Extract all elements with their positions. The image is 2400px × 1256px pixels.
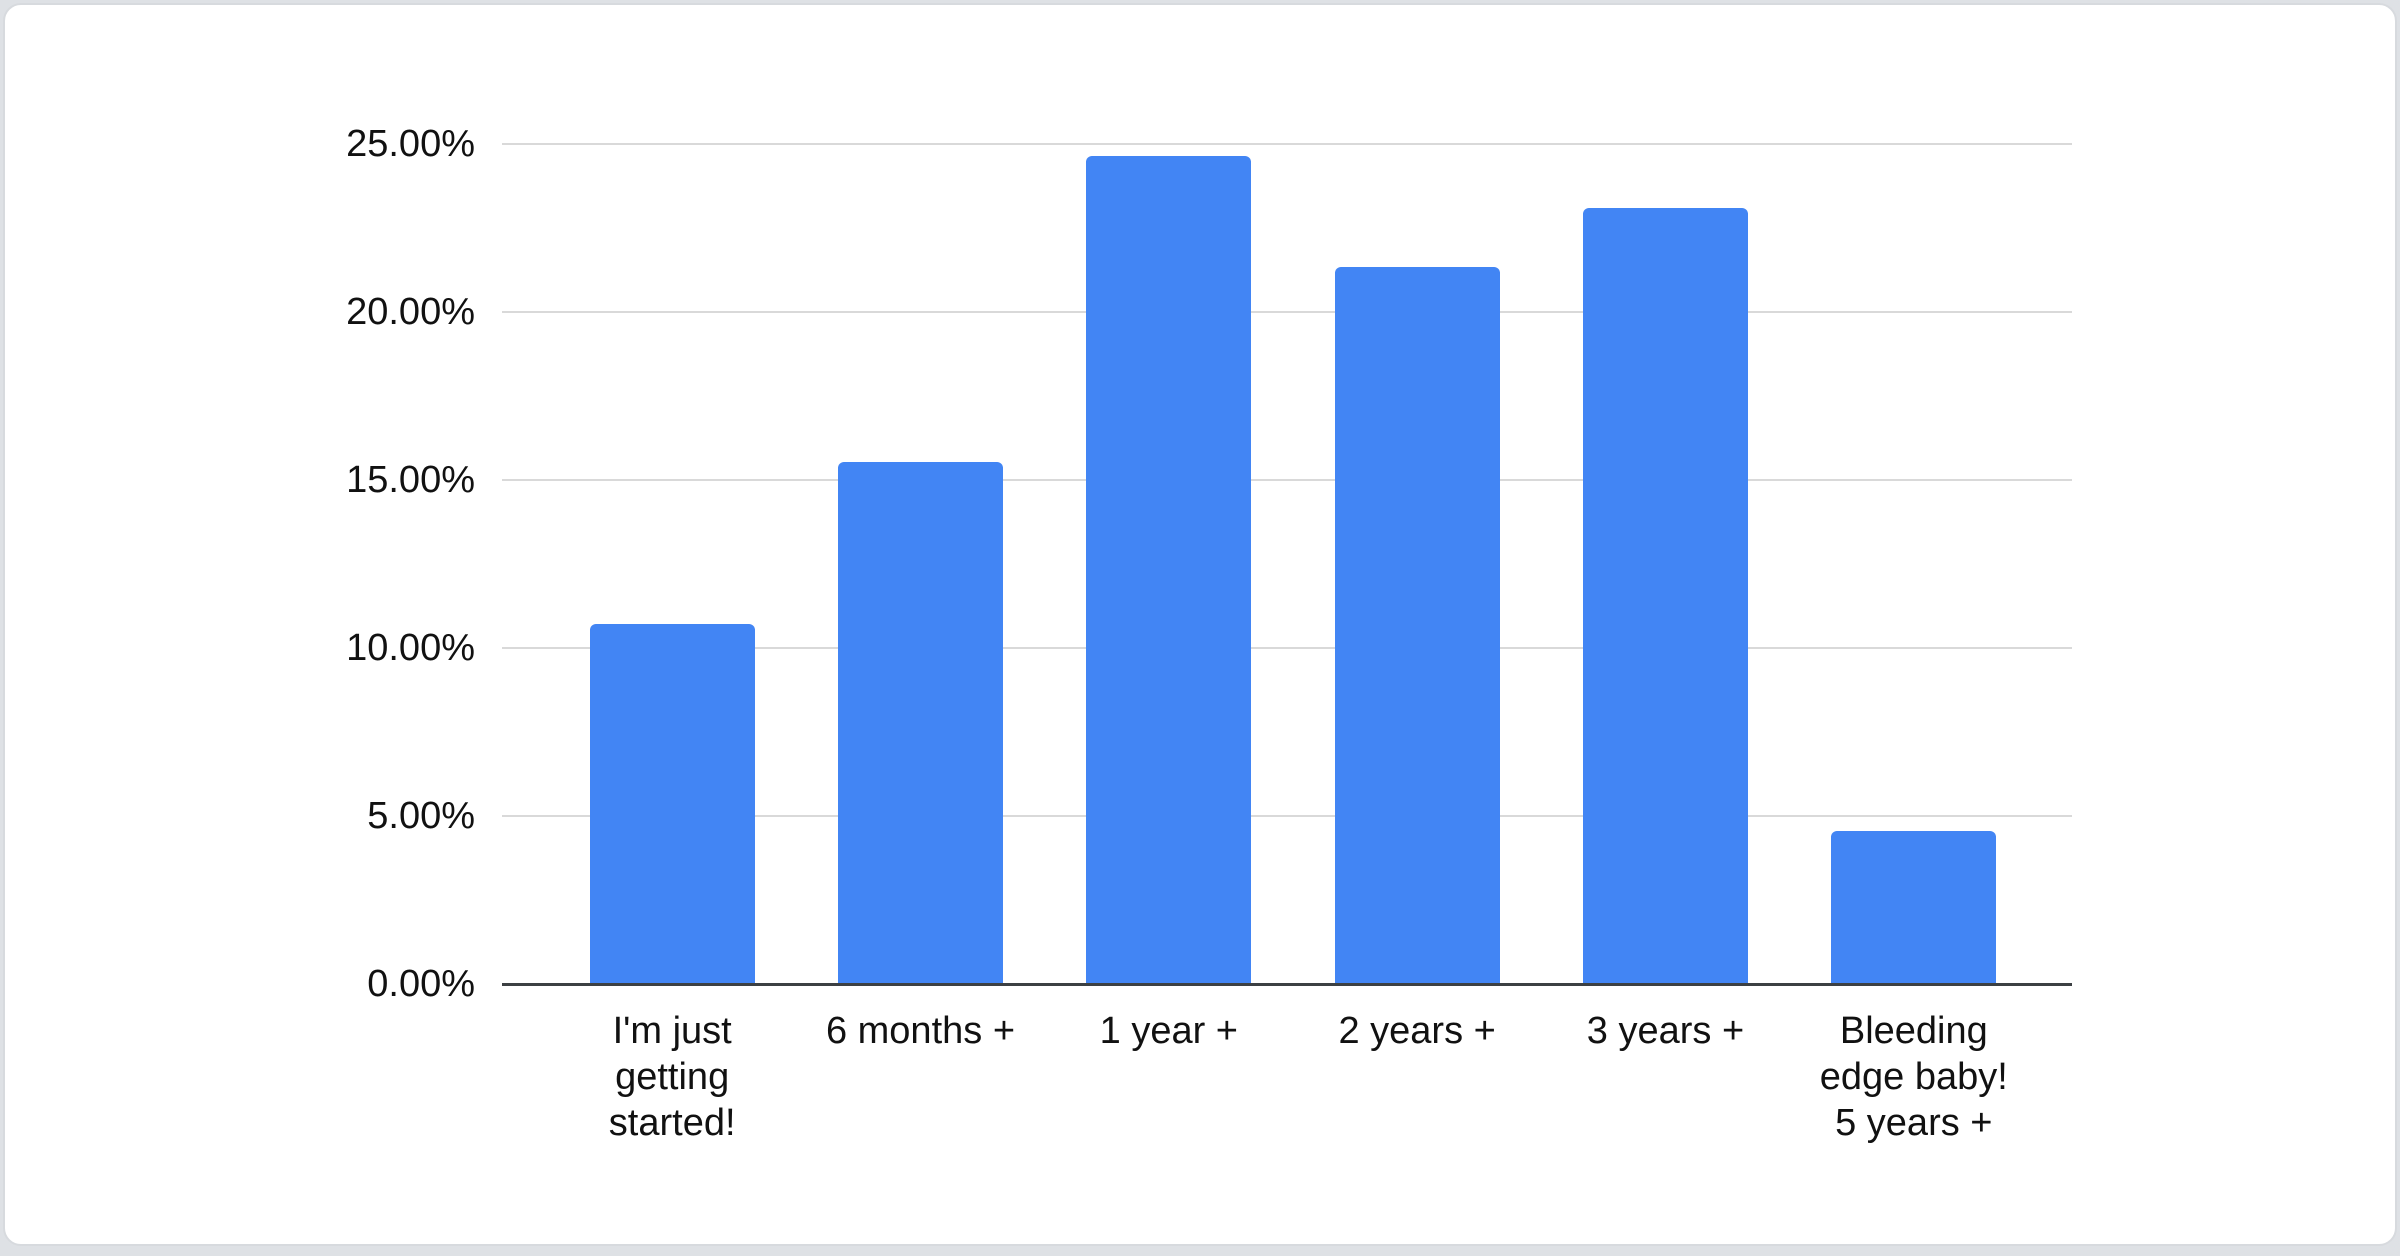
x-axis-category-label-line: edge baby! xyxy=(1819,1056,2008,1098)
bar-chart: 0.00% 5.00% 10.00% 15.00% 20.00% 25.00% I'm ju… xyxy=(5,5,2395,1244)
bar-slot xyxy=(1293,144,1541,984)
x-axis-category-label-2: 6 months + xyxy=(796,1008,1044,1054)
gridline xyxy=(502,479,2072,481)
y-axis-tick-label: 0.00% xyxy=(367,963,475,1005)
bar-2 xyxy=(837,461,1003,984)
bar-1 xyxy=(589,624,755,984)
x-axis-category-label-line: Bleeding xyxy=(1839,1010,1988,1052)
x-axis-category-label-line: 1 year + xyxy=(1099,1010,1238,1052)
x-axis-category-label-1: I'm just getting started! xyxy=(548,1008,796,1146)
x-axis-category-label-3: 1 year + xyxy=(1045,1008,1293,1054)
x-axis-category-label-4: 2 years + xyxy=(1293,1008,1541,1054)
gridline xyxy=(502,143,2072,145)
y-axis-tick-label: 25.00% xyxy=(346,123,475,165)
x-axis-category-label-line: started! xyxy=(608,1102,736,1144)
x-axis-category-label-line: 2 years + xyxy=(1338,1010,1496,1052)
bar-slot xyxy=(1541,144,1789,984)
gridline xyxy=(502,815,2072,817)
x-axis-category-label-line: 6 months + xyxy=(825,1010,1016,1052)
x-axis-category-label-5: 3 years + xyxy=(1541,1008,1789,1054)
y-axis-tick-label: 15.00% xyxy=(346,459,475,501)
gridline xyxy=(502,311,2072,313)
chart-card: 0.00% 5.00% 10.00% 15.00% 20.00% 25.00% I'm ju… xyxy=(3,3,2397,1246)
bar-slot xyxy=(1045,144,1293,984)
bar-slot xyxy=(548,144,796,984)
bar-6 xyxy=(1831,831,1997,984)
bars-layer xyxy=(548,144,2038,984)
bar-5 xyxy=(1582,207,1748,984)
x-axis-labels: I'm just getting started! 6 months + 1 year … xyxy=(548,1008,2038,1146)
bar-slot xyxy=(1790,144,2038,984)
bar-slot xyxy=(796,144,1044,984)
bar-4 xyxy=(1334,266,1500,984)
y-axis-tick-label: 20.00% xyxy=(346,291,475,333)
y-axis-tick-label: 5.00% xyxy=(367,795,475,837)
x-axis-category-label-line: 5 years + xyxy=(1835,1102,1993,1144)
bar-3 xyxy=(1086,155,1252,984)
x-axis-category-label-line: getting xyxy=(615,1056,730,1098)
gridline xyxy=(502,647,2072,649)
y-axis-tick-label: 10.00% xyxy=(346,627,475,669)
x-axis-baseline-overlay xyxy=(502,983,2072,986)
x-axis-category-label-6: Bleeding edge baby! 5 years + xyxy=(1790,1008,2038,1146)
x-axis-category-label-line: 3 years + xyxy=(1586,1010,1745,1052)
x-axis-category-label-line: I'm just xyxy=(612,1010,732,1052)
